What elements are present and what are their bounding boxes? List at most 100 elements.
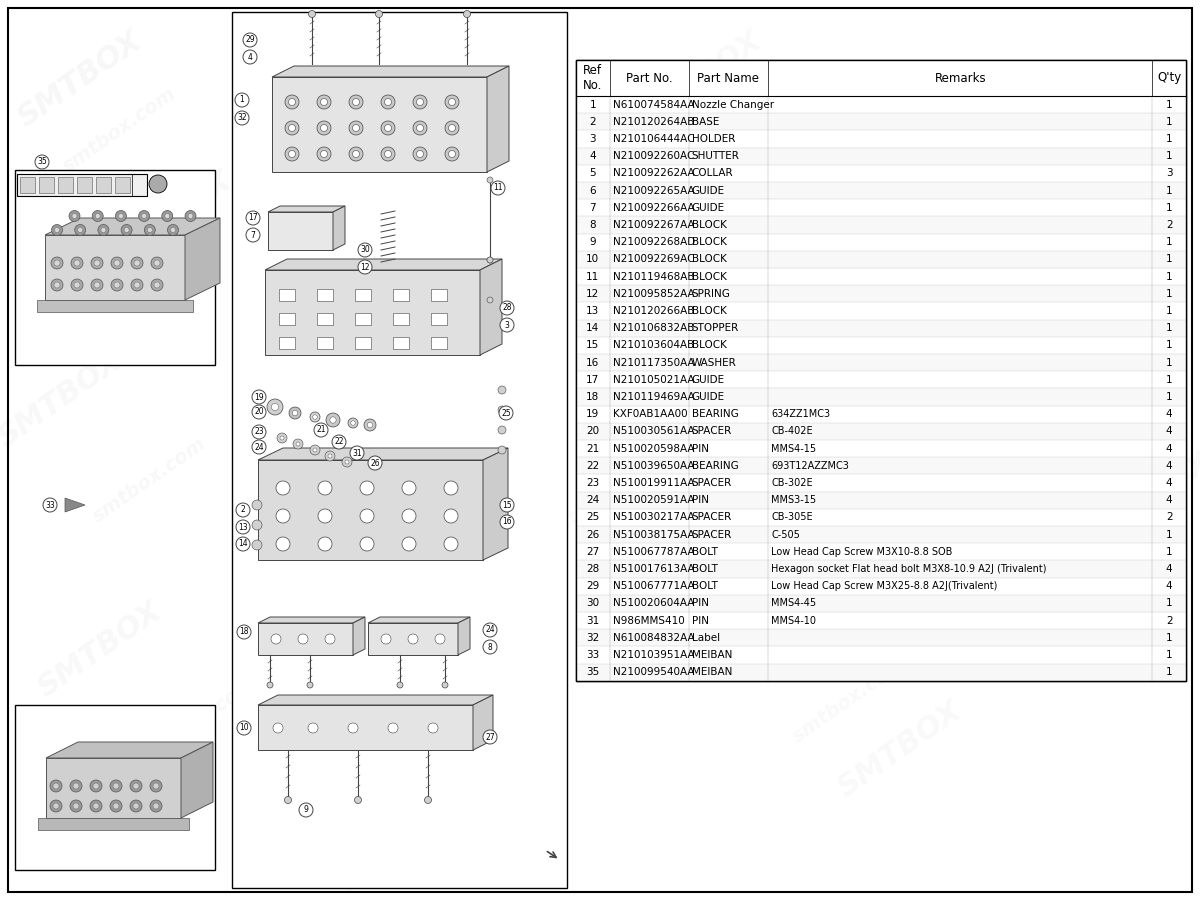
Circle shape xyxy=(487,297,493,303)
Circle shape xyxy=(318,537,332,551)
Text: smtbox.com: smtbox.com xyxy=(540,454,660,546)
Text: 27: 27 xyxy=(485,733,494,742)
Text: 16: 16 xyxy=(586,357,600,367)
Circle shape xyxy=(348,418,358,428)
Circle shape xyxy=(360,481,374,495)
Circle shape xyxy=(348,723,358,733)
Circle shape xyxy=(252,440,266,454)
Bar xyxy=(14,170,215,365)
Text: 4: 4 xyxy=(247,52,252,61)
Text: 3: 3 xyxy=(1166,168,1172,178)
Circle shape xyxy=(296,442,300,446)
Circle shape xyxy=(280,436,284,440)
Circle shape xyxy=(308,11,316,17)
Circle shape xyxy=(53,783,59,789)
Text: SPACER: SPACER xyxy=(692,427,732,436)
Circle shape xyxy=(188,213,193,219)
Circle shape xyxy=(110,780,122,792)
Text: SMTBOX: SMTBOX xyxy=(983,147,1117,254)
Text: N610074584AA: N610074584AA xyxy=(612,100,694,110)
Text: BLOCK: BLOCK xyxy=(692,220,727,230)
Circle shape xyxy=(487,257,493,263)
Circle shape xyxy=(288,150,295,158)
Text: 8: 8 xyxy=(487,643,492,652)
Text: 21: 21 xyxy=(317,426,325,435)
Bar xyxy=(278,289,295,301)
Circle shape xyxy=(349,147,364,161)
Text: 4: 4 xyxy=(1166,564,1172,574)
Bar xyxy=(576,474,1186,491)
Circle shape xyxy=(313,448,317,452)
Circle shape xyxy=(271,634,281,644)
Bar xyxy=(38,177,54,193)
Circle shape xyxy=(242,50,257,64)
Text: smtbox.com: smtbox.com xyxy=(139,674,260,766)
Text: N210117350AA: N210117350AA xyxy=(612,357,694,367)
Circle shape xyxy=(425,796,432,804)
Bar xyxy=(576,320,1186,337)
Circle shape xyxy=(139,211,150,221)
Text: 29: 29 xyxy=(245,35,254,44)
Circle shape xyxy=(235,111,250,125)
Text: 18: 18 xyxy=(586,392,600,402)
Text: 10: 10 xyxy=(587,255,599,265)
Bar xyxy=(576,182,1186,199)
Text: MMS4-15: MMS4-15 xyxy=(772,444,816,454)
Polygon shape xyxy=(458,617,470,655)
Text: SMTBOX: SMTBOX xyxy=(1082,446,1200,554)
Polygon shape xyxy=(482,448,508,560)
Text: BASE: BASE xyxy=(692,117,719,127)
Circle shape xyxy=(78,228,83,232)
Bar xyxy=(576,60,1186,96)
Text: CB-305E: CB-305E xyxy=(772,512,812,522)
Bar xyxy=(355,289,371,301)
Text: PIN: PIN xyxy=(692,616,709,625)
Circle shape xyxy=(73,803,79,809)
Circle shape xyxy=(131,257,143,269)
Text: 4: 4 xyxy=(1166,581,1172,591)
Text: 1: 1 xyxy=(1166,306,1172,316)
Circle shape xyxy=(284,796,292,804)
Text: 21: 21 xyxy=(586,444,600,454)
Bar xyxy=(576,130,1186,148)
Circle shape xyxy=(360,509,374,523)
Circle shape xyxy=(35,155,49,169)
Circle shape xyxy=(308,723,318,733)
Circle shape xyxy=(318,509,332,523)
Circle shape xyxy=(350,446,364,460)
Bar xyxy=(576,646,1186,663)
Polygon shape xyxy=(265,270,480,355)
Bar xyxy=(576,578,1186,595)
Text: MEIBAN: MEIBAN xyxy=(692,650,732,660)
Circle shape xyxy=(113,803,119,809)
Text: 29: 29 xyxy=(586,581,600,591)
Text: SMTBOX: SMTBOX xyxy=(102,166,238,274)
Circle shape xyxy=(154,260,160,266)
Circle shape xyxy=(70,780,82,792)
Text: 3: 3 xyxy=(589,134,596,144)
Circle shape xyxy=(115,211,126,221)
Circle shape xyxy=(110,800,122,812)
Text: 1: 1 xyxy=(1166,357,1172,367)
Text: Hexagon socket Flat head bolt M3X8-10.9 A2J (Trivalent): Hexagon socket Flat head bolt M3X8-10.9 … xyxy=(772,564,1046,574)
Text: WASHER: WASHER xyxy=(692,357,737,367)
Text: MMS4-10: MMS4-10 xyxy=(772,616,816,625)
Text: 23: 23 xyxy=(254,428,264,436)
Text: N210092266AA: N210092266AA xyxy=(612,202,694,212)
Text: 20: 20 xyxy=(587,427,599,436)
Text: 28: 28 xyxy=(586,564,600,574)
Circle shape xyxy=(413,121,427,135)
Bar xyxy=(317,313,334,325)
Circle shape xyxy=(266,399,283,415)
Text: N210092269AC: N210092269AC xyxy=(612,255,694,265)
Circle shape xyxy=(328,454,332,458)
Text: COLLAR: COLLAR xyxy=(692,168,733,178)
Circle shape xyxy=(402,509,416,523)
Circle shape xyxy=(276,481,290,495)
Circle shape xyxy=(382,121,395,135)
Circle shape xyxy=(124,228,130,232)
Text: 1: 1 xyxy=(1166,289,1172,299)
Circle shape xyxy=(449,124,456,131)
Circle shape xyxy=(444,537,458,551)
Text: 33: 33 xyxy=(586,650,600,660)
